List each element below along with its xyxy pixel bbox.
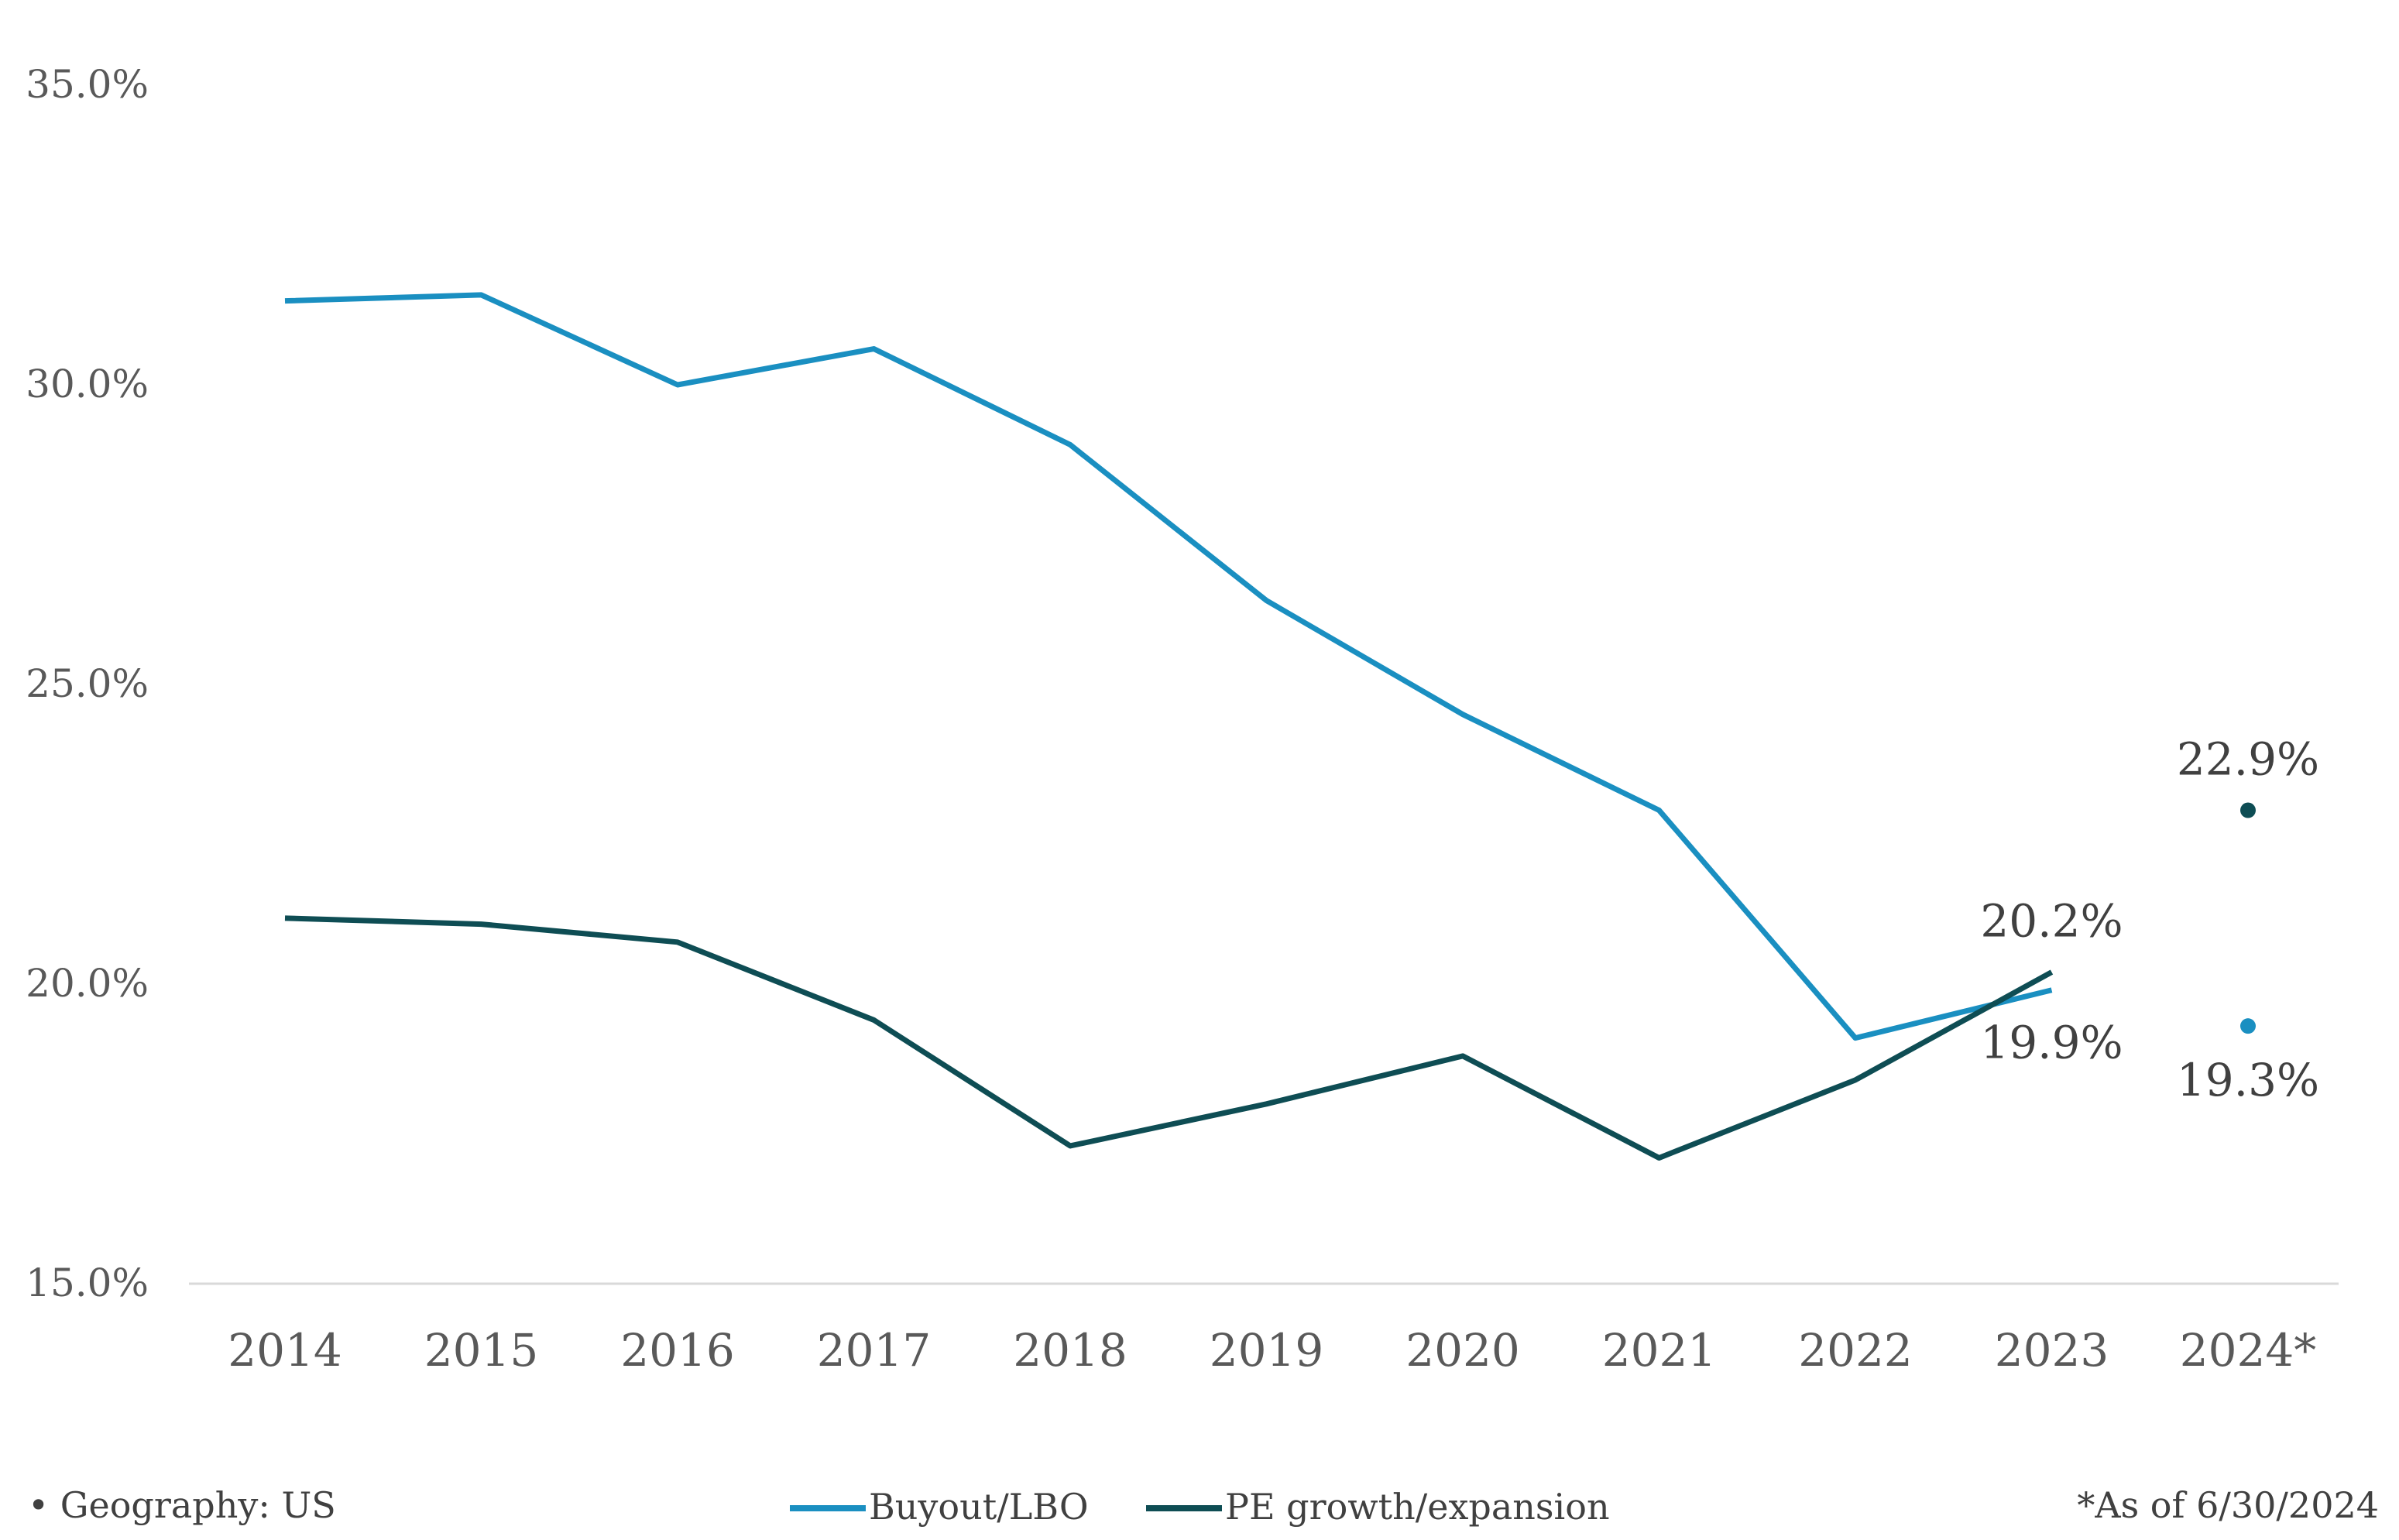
y-tick-label: 15.0% bbox=[26, 1260, 149, 1305]
series-lines bbox=[284, 292, 2054, 1161]
buyout-lbo-2024-point bbox=[2240, 1018, 2256, 1034]
as-of-footnote: *As of 6/30/2024 bbox=[2077, 1484, 2379, 1526]
x-tick-label: 2020 bbox=[1405, 1324, 1520, 1377]
x-tick-label: 2015 bbox=[424, 1324, 539, 1377]
buyout-lbo-line bbox=[284, 292, 2053, 1041]
legend-label: Buyout/LBO bbox=[869, 1486, 1089, 1528]
x-tick-label: 2022 bbox=[1798, 1324, 1913, 1377]
x-tick-label: 2021 bbox=[1602, 1324, 1717, 1377]
pe-growth-expansion-line bbox=[284, 915, 2054, 1161]
pe-growth-expansion-2024-point bbox=[2240, 802, 2256, 818]
points-2024 bbox=[2240, 802, 2256, 1034]
x-axis-labels: 2014 2015 2016 2017 2018 2019 2020 2021 2022 2023… bbox=[228, 1324, 2316, 1377]
x-tick-label: 2017 bbox=[817, 1324, 932, 1377]
geography-footnote: • Geography: US bbox=[28, 1484, 336, 1526]
x-tick-label: 2024* bbox=[2180, 1324, 2317, 1377]
growth-2024-label: 22.9% bbox=[2177, 733, 2319, 786]
legend-pe-growth-expansion: PE growth/expansion bbox=[1146, 1486, 1610, 1528]
buyout-2023-label: 19.9% bbox=[1980, 1017, 2123, 1069]
legend-label: PE growth/expansion bbox=[1225, 1486, 1610, 1528]
buyout-2024-label: 19.3% bbox=[2177, 1054, 2319, 1106]
y-tick-label: 25.0% bbox=[26, 661, 149, 706]
growth-2023-label: 20.2% bbox=[1980, 895, 2123, 948]
x-tick-label: 2018 bbox=[1013, 1324, 1127, 1377]
legend-buyout-lbo: Buyout/LBO bbox=[790, 1486, 1089, 1528]
x-tick-label: 2016 bbox=[620, 1324, 735, 1377]
data-labels: 20.2% 19.9% 22.9% 19.3% bbox=[1980, 733, 2319, 1107]
y-tick-label: 20.0% bbox=[26, 961, 149, 1006]
x-tick-label: 2023 bbox=[1995, 1324, 2109, 1377]
chart-footer: • Geography: US Buyout/LBO PE growth/expa… bbox=[28, 1484, 2379, 1528]
y-tick-label: 30.0% bbox=[26, 362, 149, 406]
x-tick-label: 2019 bbox=[1210, 1324, 1324, 1377]
x-tick-label: 2014 bbox=[228, 1324, 342, 1377]
legend: Buyout/LBO PE growth/expansion bbox=[790, 1486, 1610, 1528]
y-axis-labels: 15.0% 20.0% 25.0% 30.0% 35.0% bbox=[26, 62, 149, 1305]
y-tick-label: 35.0% bbox=[26, 62, 149, 107]
